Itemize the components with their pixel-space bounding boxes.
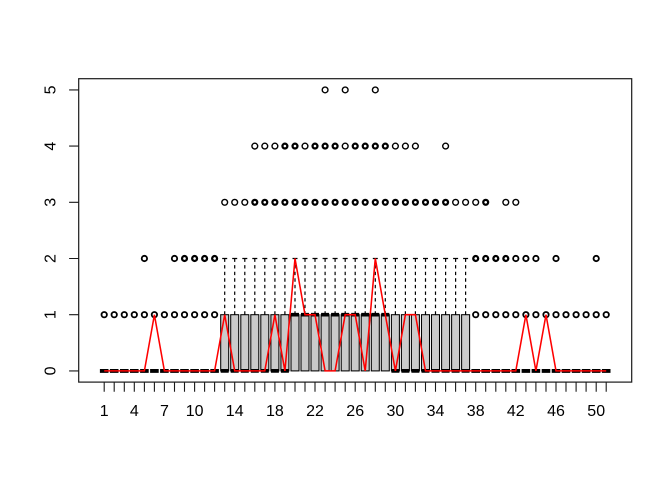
svg-text:4: 4 [42, 142, 59, 151]
svg-text:4: 4 [130, 403, 139, 420]
svg-text:14: 14 [226, 403, 244, 420]
svg-text:38: 38 [467, 403, 485, 420]
svg-text:1: 1 [100, 403, 109, 420]
svg-text:1: 1 [42, 310, 59, 319]
svg-text:26: 26 [346, 403, 364, 420]
svg-text:42: 42 [507, 403, 525, 420]
svg-text:10: 10 [186, 403, 204, 420]
svg-text:18: 18 [266, 403, 284, 420]
svg-text:7: 7 [160, 403, 169, 420]
svg-text:46: 46 [547, 403, 565, 420]
svg-text:3: 3 [42, 198, 59, 207]
svg-text:50: 50 [587, 403, 605, 420]
svg-text:2: 2 [42, 254, 59, 263]
svg-text:0: 0 [42, 366, 59, 375]
svg-text:22: 22 [306, 403, 324, 420]
svg-text:34: 34 [427, 403, 445, 420]
svg-text:30: 30 [387, 403, 405, 420]
svg-text:5: 5 [42, 85, 59, 94]
